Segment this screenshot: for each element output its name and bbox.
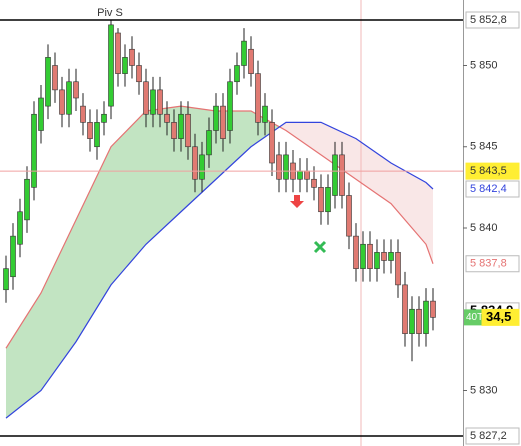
y-tick-label: 5 840 [470, 222, 498, 234]
candle-body [367, 243, 373, 269]
candle-body [143, 81, 149, 115]
candle-body [318, 187, 324, 213]
candle-body [269, 122, 275, 164]
candle-body [150, 89, 156, 115]
cloud-fill [76, 146, 111, 342]
candle-body [178, 113, 184, 139]
price-label: 5 843,5 [470, 165, 507, 177]
candle-body [31, 113, 37, 188]
candle-body [346, 195, 352, 237]
candle-body [45, 57, 51, 107]
candle-body [262, 105, 268, 123]
candle-body [80, 105, 86, 123]
cloud-fill [111, 111, 146, 285]
candle-body [311, 178, 317, 188]
candle-body [227, 81, 233, 131]
candle-body [304, 170, 310, 180]
price-axis: 5 830 5 840 5 845 5 850 5 852,8 5 843,5 5 842,… [463, 11, 520, 445]
candle-body [3, 268, 9, 291]
candle-body [283, 154, 289, 180]
candle-body [192, 146, 198, 180]
price-label-box [465, 162, 520, 180]
candle-body [220, 105, 226, 139]
candle-body [199, 154, 205, 180]
plot [0, 19, 463, 437]
candle-body [59, 89, 65, 115]
cloud-fill [426, 182, 433, 264]
candle-body [423, 300, 429, 334]
cloud-fill [279, 122, 286, 131]
price-label-box [465, 11, 520, 29]
y-tick-label: 5 850 [470, 59, 498, 71]
cloud-fill [391, 163, 426, 245]
candle-body [24, 178, 30, 221]
candle-body [52, 65, 58, 91]
cloud-fill [6, 293, 41, 419]
candle-body [108, 24, 114, 107]
candle-body [213, 105, 219, 131]
candle-body [185, 113, 191, 148]
price-tag-box [464, 309, 482, 326]
price-label-box [465, 255, 520, 273]
candle-body [388, 252, 394, 261]
y-tick-label: 5 845 [470, 141, 498, 153]
price-label-box [465, 427, 520, 445]
candle-body [430, 300, 436, 318]
y-tick-label: 5 830 [470, 384, 498, 396]
candle-body [395, 252, 401, 286]
price-label-box [465, 180, 520, 198]
candle-body [297, 170, 303, 180]
candle-body [101, 113, 107, 123]
candle-body [94, 122, 100, 148]
candle-body [136, 65, 142, 83]
cloud-fill [286, 122, 321, 155]
candle-body [38, 97, 44, 131]
price-tag: 40T [466, 312, 483, 323]
price-label: 5 842,4 [470, 183, 507, 195]
candle-body [353, 235, 359, 269]
candle-body [122, 57, 128, 74]
cloud-fill [321, 122, 356, 180]
candle-body [241, 40, 247, 66]
candle-body [255, 73, 261, 123]
sell-arrow [290, 195, 304, 208]
moving-average-line [5, 105, 434, 349]
candle-body [206, 130, 212, 156]
candle-body [17, 211, 23, 245]
cloud-fill [41, 219, 76, 391]
candle-body [66, 81, 72, 115]
price-label: 5 827,2 [470, 430, 507, 442]
candle-body [171, 122, 177, 139]
candle-body [248, 48, 254, 74]
candle-body [164, 113, 170, 123]
candle-body [339, 154, 345, 196]
candle-body [276, 154, 282, 180]
price-label: 5 837,8 [470, 258, 507, 270]
candle-body [402, 284, 408, 334]
price-label: 5 852,8 [470, 14, 507, 26]
candle-body [10, 235, 16, 278]
price-label-box [481, 308, 520, 326]
candle-body [234, 65, 240, 83]
pivot-annotation: Piv S [97, 7, 123, 19]
candle-body [381, 252, 387, 261]
candle-body [374, 252, 380, 269]
candle-body [360, 243, 366, 269]
candle-body [87, 122, 93, 139]
price-label: 34,5 [486, 309, 511, 324]
candle-body [325, 187, 331, 213]
candle-body [332, 154, 338, 196]
cloud-fill [146, 106, 181, 245]
candle-body [409, 308, 415, 334]
candle-body [129, 48, 135, 66]
candle-body [115, 32, 121, 74]
moving-average-line [5, 121, 434, 419]
candle-body [416, 308, 422, 334]
buy-marker [313, 240, 327, 254]
candle-body [73, 81, 79, 99]
candle-body [157, 89, 163, 115]
